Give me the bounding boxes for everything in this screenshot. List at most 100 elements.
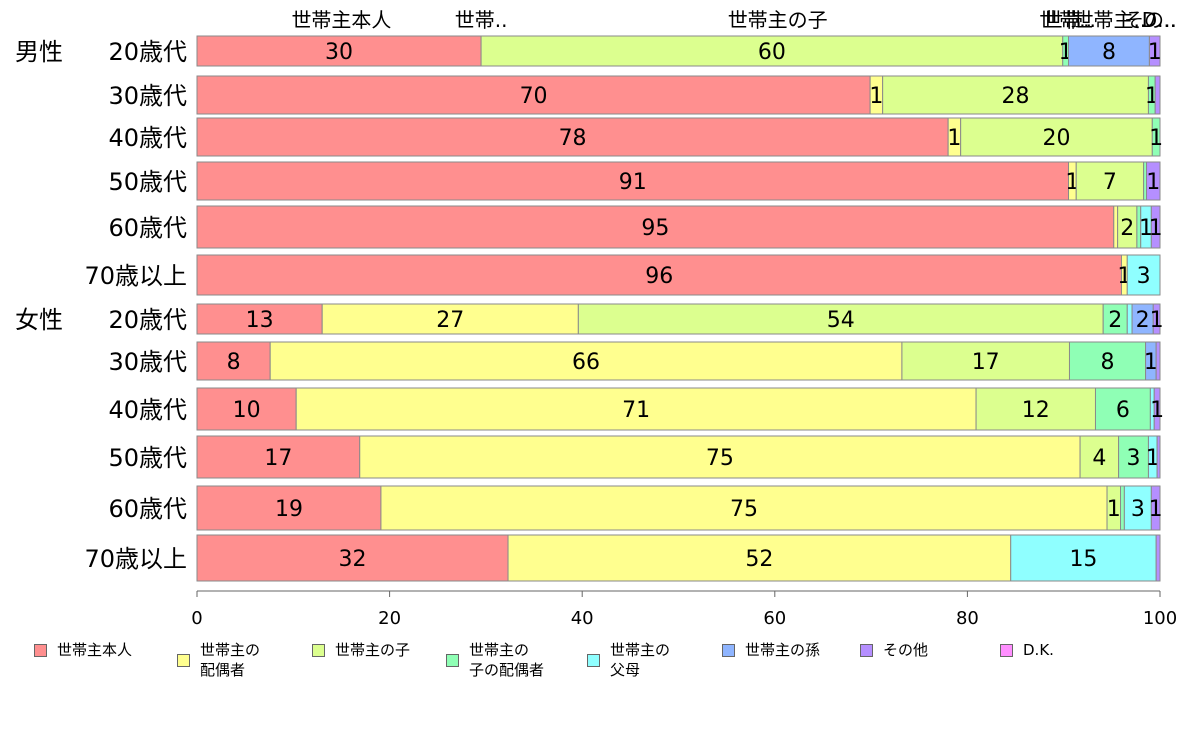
legend-label: 世帯主の 父母 [610, 641, 671, 679]
segment-value-label: 1 [1148, 40, 1162, 65]
bar-segment [1146, 161, 1161, 201]
legend-item: 世帯主の 配偶者 [177, 640, 260, 680]
x-tick-label: 40 [571, 608, 594, 629]
bar-segment [196, 435, 361, 479]
segment-value-label: 3 [1131, 497, 1145, 522]
segment-value-label: 66 [572, 350, 600, 375]
top-series-label: 世帯主の子 [728, 8, 828, 32]
segment-value-label: 6 [1116, 398, 1130, 423]
legend-label: 世帯主の子 [335, 641, 411, 659]
segment-value-label: 91 [619, 170, 647, 195]
segment-value-label: 1 [1150, 398, 1164, 423]
segment-value-label: 70 [520, 84, 548, 109]
row-label: 60歳代 [108, 495, 187, 523]
bar-segment [1156, 435, 1161, 479]
chart-legend: 世帯主本人 世帯主の 配偶者 世帯主の子 世帯主の 子の配偶者 世帯主の 父母 世帯主の孫… [34, 640, 1164, 690]
bar-segment [1068, 341, 1147, 381]
segment-value-label: 54 [827, 308, 855, 333]
legend-item: 世帯主の子 [312, 640, 410, 660]
stacked-bar-chart: 世帯主本人 世帯.. 世帯主の子 世帯..世帯..世帯主..その..D...30 60 1… [15, 8, 1177, 629]
bar-segment [196, 341, 271, 381]
segment-value-label: 32 [339, 547, 367, 572]
segment-value-label: 8 [227, 350, 241, 375]
bar-segment [1120, 485, 1125, 531]
row-label: 30歳代 [108, 348, 187, 376]
segment-value-label: 71 [622, 398, 650, 423]
bar-segment [196, 35, 482, 67]
segment-value-label: 1 [1144, 350, 1158, 375]
legend-label: その他 [883, 641, 929, 659]
legend-swatch [34, 643, 47, 657]
bar-segment [1102, 303, 1128, 335]
segment-value-label: 96 [645, 264, 673, 289]
x-tick-label: 100 [1143, 608, 1177, 629]
segment-value-label: 60 [758, 40, 786, 65]
legend-label: 世帯主の 配偶者 [200, 641, 261, 679]
legend-label: 世帯主本人 [57, 641, 133, 659]
segment-value-label: 3 [1127, 446, 1141, 471]
top-series-label: D... [1142, 8, 1176, 32]
bar-segment [359, 435, 1081, 479]
legend-swatch [860, 643, 873, 657]
segment-value-label: 78 [559, 126, 587, 151]
segment-value-label: 1 [1146, 170, 1160, 195]
segment-value-label: 1 [1139, 216, 1153, 241]
segment-value-label: 17 [264, 446, 292, 471]
bar-segment [1094, 387, 1151, 431]
segment-value-label: 2 [1136, 308, 1150, 333]
segment-value-label: 2 [1108, 308, 1122, 333]
bar-segment [1151, 117, 1161, 157]
bar-segment [196, 534, 509, 582]
legend-item: D.K. [1000, 640, 1054, 660]
segment-value-label: 1 [1107, 497, 1121, 522]
row-label: 70歳以上 [84, 545, 187, 573]
segment-value-label: 1 [869, 84, 883, 109]
x-tick-label: 0 [191, 608, 202, 629]
segment-value-label: 75 [706, 446, 734, 471]
segment-value-label: 95 [641, 216, 669, 241]
row-label: 40歳代 [108, 124, 187, 152]
bar-segment [196, 254, 1122, 296]
segment-value-label: 3 [1137, 264, 1151, 289]
legend-item: 世帯主の孫 [722, 640, 820, 660]
bar-segment [1152, 303, 1161, 335]
bar-segment [1075, 161, 1145, 201]
top-series-label: 世帯.. [1043, 8, 1096, 32]
bar-segment [1148, 35, 1161, 67]
legend-item: 世帯主本人 [34, 640, 132, 660]
row-label: 60歳代 [108, 214, 187, 242]
top-series-label: 世帯主.. [1074, 8, 1147, 32]
x-tick-label: 80 [956, 608, 979, 629]
segment-value-label: 19 [275, 497, 303, 522]
bar-segment [1155, 534, 1161, 582]
row-label: 70歳以上 [84, 262, 187, 290]
segment-value-label: 27 [436, 308, 464, 333]
bar-segment [1118, 435, 1149, 479]
legend-label: 世帯主の 子の配偶者 [469, 641, 545, 679]
bar-segment [1126, 303, 1133, 335]
row-label: 20歳代 [108, 38, 187, 66]
segment-value-label: 17 [972, 350, 1000, 375]
segment-value-label: 12 [1022, 398, 1050, 423]
top-series-label: その.. [1124, 8, 1177, 32]
legend-swatch [722, 643, 735, 657]
bar-segment [1150, 205, 1161, 249]
segment-value-label: 75 [730, 497, 758, 522]
bar-segment [1123, 485, 1152, 531]
segment-value-label: 1 [1146, 446, 1160, 471]
segment-value-label: 1 [947, 126, 961, 151]
segment-value-label: 1 [1150, 308, 1164, 333]
segment-value-label: 4 [1092, 446, 1106, 471]
row-label: 20歳代 [108, 306, 187, 334]
group-label: 男性 [15, 38, 63, 66]
segment-value-label: 10 [233, 398, 261, 423]
bar-segment [196, 117, 949, 157]
segment-value-label: 30 [325, 40, 353, 65]
bar-segment [1154, 75, 1161, 115]
segment-value-label: 8 [1101, 350, 1115, 375]
group-label: 女性 [15, 306, 63, 334]
bar-segment [577, 303, 1104, 335]
top-series-label: 世帯主本人 [291, 8, 391, 32]
segment-value-label: 8 [1102, 40, 1116, 65]
segment-value-label: 13 [246, 308, 274, 333]
